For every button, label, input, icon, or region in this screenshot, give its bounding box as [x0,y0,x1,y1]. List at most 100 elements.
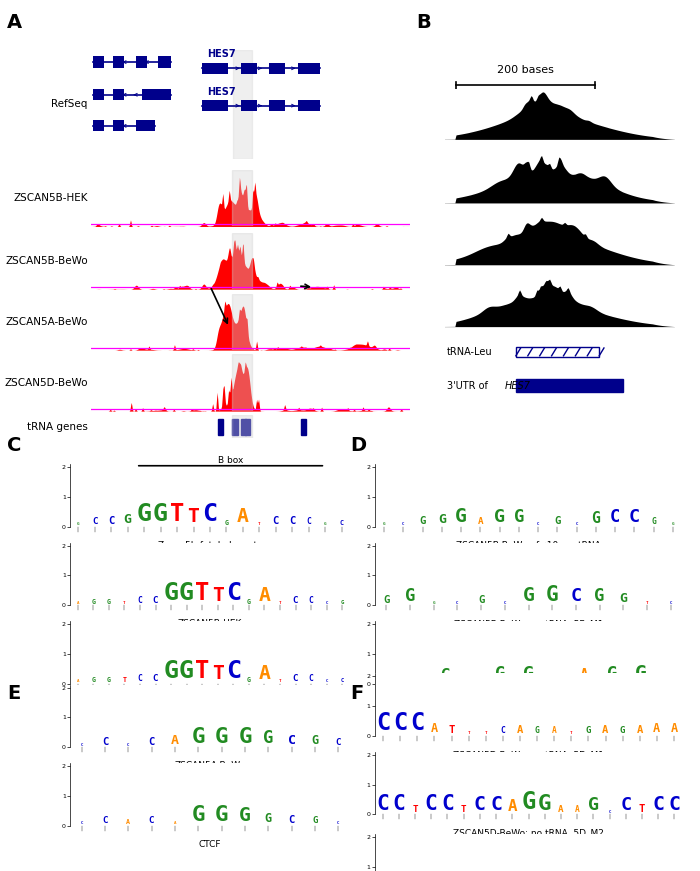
Text: E: E [7,684,20,703]
Bar [516,347,599,357]
Text: C: C [575,523,578,526]
Text: ZSCAN5A-BeWo: ZSCAN5A-BeWo [6,317,87,327]
Text: C: C [153,674,158,683]
Text: A: A [653,722,660,735]
Text: T: T [639,804,645,814]
Text: C: C [108,517,114,526]
Text: G: G [263,729,274,746]
Text: G: G [594,587,605,604]
Bar [92,120,104,132]
Text: C: C [326,679,328,683]
Text: ZSCAN5D-BeWo: no tRNA, 5D_M2: ZSCAN5D-BeWo: no tRNA, 5D_M2 [453,828,604,837]
Text: T: T [468,732,470,735]
Text: A: A [76,601,79,604]
Text: C: C [425,793,438,814]
Text: C: C [610,509,620,526]
Text: G: G [592,511,601,526]
Text: G: G [671,523,674,526]
Text: A: A [174,821,176,825]
Text: C: C [289,517,295,526]
Text: C: C [226,581,241,604]
Text: G: G [164,659,178,683]
Text: C: C [500,726,505,735]
Text: G: G [124,513,132,526]
Text: ZSCAN5B-HEK: ZSCAN5B-HEK [13,193,88,203]
Text: G: G [586,726,592,735]
Text: C: C [456,601,459,604]
Text: C: C [393,712,407,735]
Text: G: G [247,598,251,604]
Text: C: C [102,816,108,825]
Text: C: C [80,743,83,746]
Bar [232,294,251,350]
Text: C: C [80,821,83,825]
Text: C: C [608,810,611,814]
Text: C: C [652,795,664,814]
Text: C: C [376,793,389,814]
Text: G: G [405,587,415,604]
Bar [301,419,307,435]
Bar [113,89,125,100]
Text: C: C [441,793,454,814]
Text: G: G [651,517,656,526]
Text: T: T [279,679,281,683]
Text: G: G [523,665,534,683]
Text: C: C [149,816,155,825]
Text: ZSCAN5B-HEK: ZSCAN5B-HEK [178,619,242,628]
Text: C: C [629,509,640,526]
Text: A: A [171,733,179,746]
Text: A: A [602,726,609,735]
Text: A: A [76,679,79,683]
Text: 200 bases: 200 bases [497,65,554,76]
Text: C: C [307,517,312,526]
Bar [202,63,228,74]
Text: T: T [212,586,224,604]
Bar [202,100,228,111]
Text: G: G [554,517,561,526]
Text: G: G [91,598,95,604]
Text: RefSeq: RefSeq [51,99,88,109]
Text: A: A [580,668,589,683]
Text: T: T [188,508,200,526]
Text: T: T [570,732,573,735]
Text: C: C [293,674,298,683]
Text: B: B [416,13,431,32]
Text: A: A [575,805,580,814]
Text: T: T [448,726,455,735]
Text: HES7: HES7 [207,87,236,97]
Text: A: A [470,674,475,683]
Text: C: C [138,596,142,604]
Text: C: C [620,796,631,814]
Text: T: T [645,601,648,604]
Text: A: A [517,726,523,735]
Text: G: G [341,600,344,604]
Bar [232,354,251,411]
Text: A: A [430,722,438,735]
Text: C: C [402,523,405,526]
Bar [113,57,125,68]
Text: G: G [635,665,646,683]
Text: F: F [350,684,363,703]
Text: G: G [496,665,505,683]
Text: C: C [490,795,502,814]
Text: T: T [122,677,127,683]
Text: G: G [107,677,111,683]
Bar [241,419,246,435]
Bar [136,120,155,132]
Text: C: C [293,596,298,604]
Text: G: G [522,790,536,814]
Text: ZSCAN5D-BeWo: ZSCAN5D-BeWo [4,378,88,388]
Text: G: G [383,595,389,604]
Text: ZSCAN5B-BeWo: no tRNA, 5B_M1: ZSCAN5B-BeWo: no tRNA, 5B_M1 [454,619,603,628]
Bar [298,63,321,74]
Text: G: G [433,601,435,604]
Text: A: A [477,517,483,526]
Bar [245,419,251,435]
Text: C: C [202,503,218,526]
Text: G: G [455,508,467,526]
Text: A: A [636,726,643,735]
Text: G: G [514,509,524,526]
Text: T: T [461,805,466,814]
Text: T: T [195,581,209,604]
Text: G: G [265,812,272,825]
